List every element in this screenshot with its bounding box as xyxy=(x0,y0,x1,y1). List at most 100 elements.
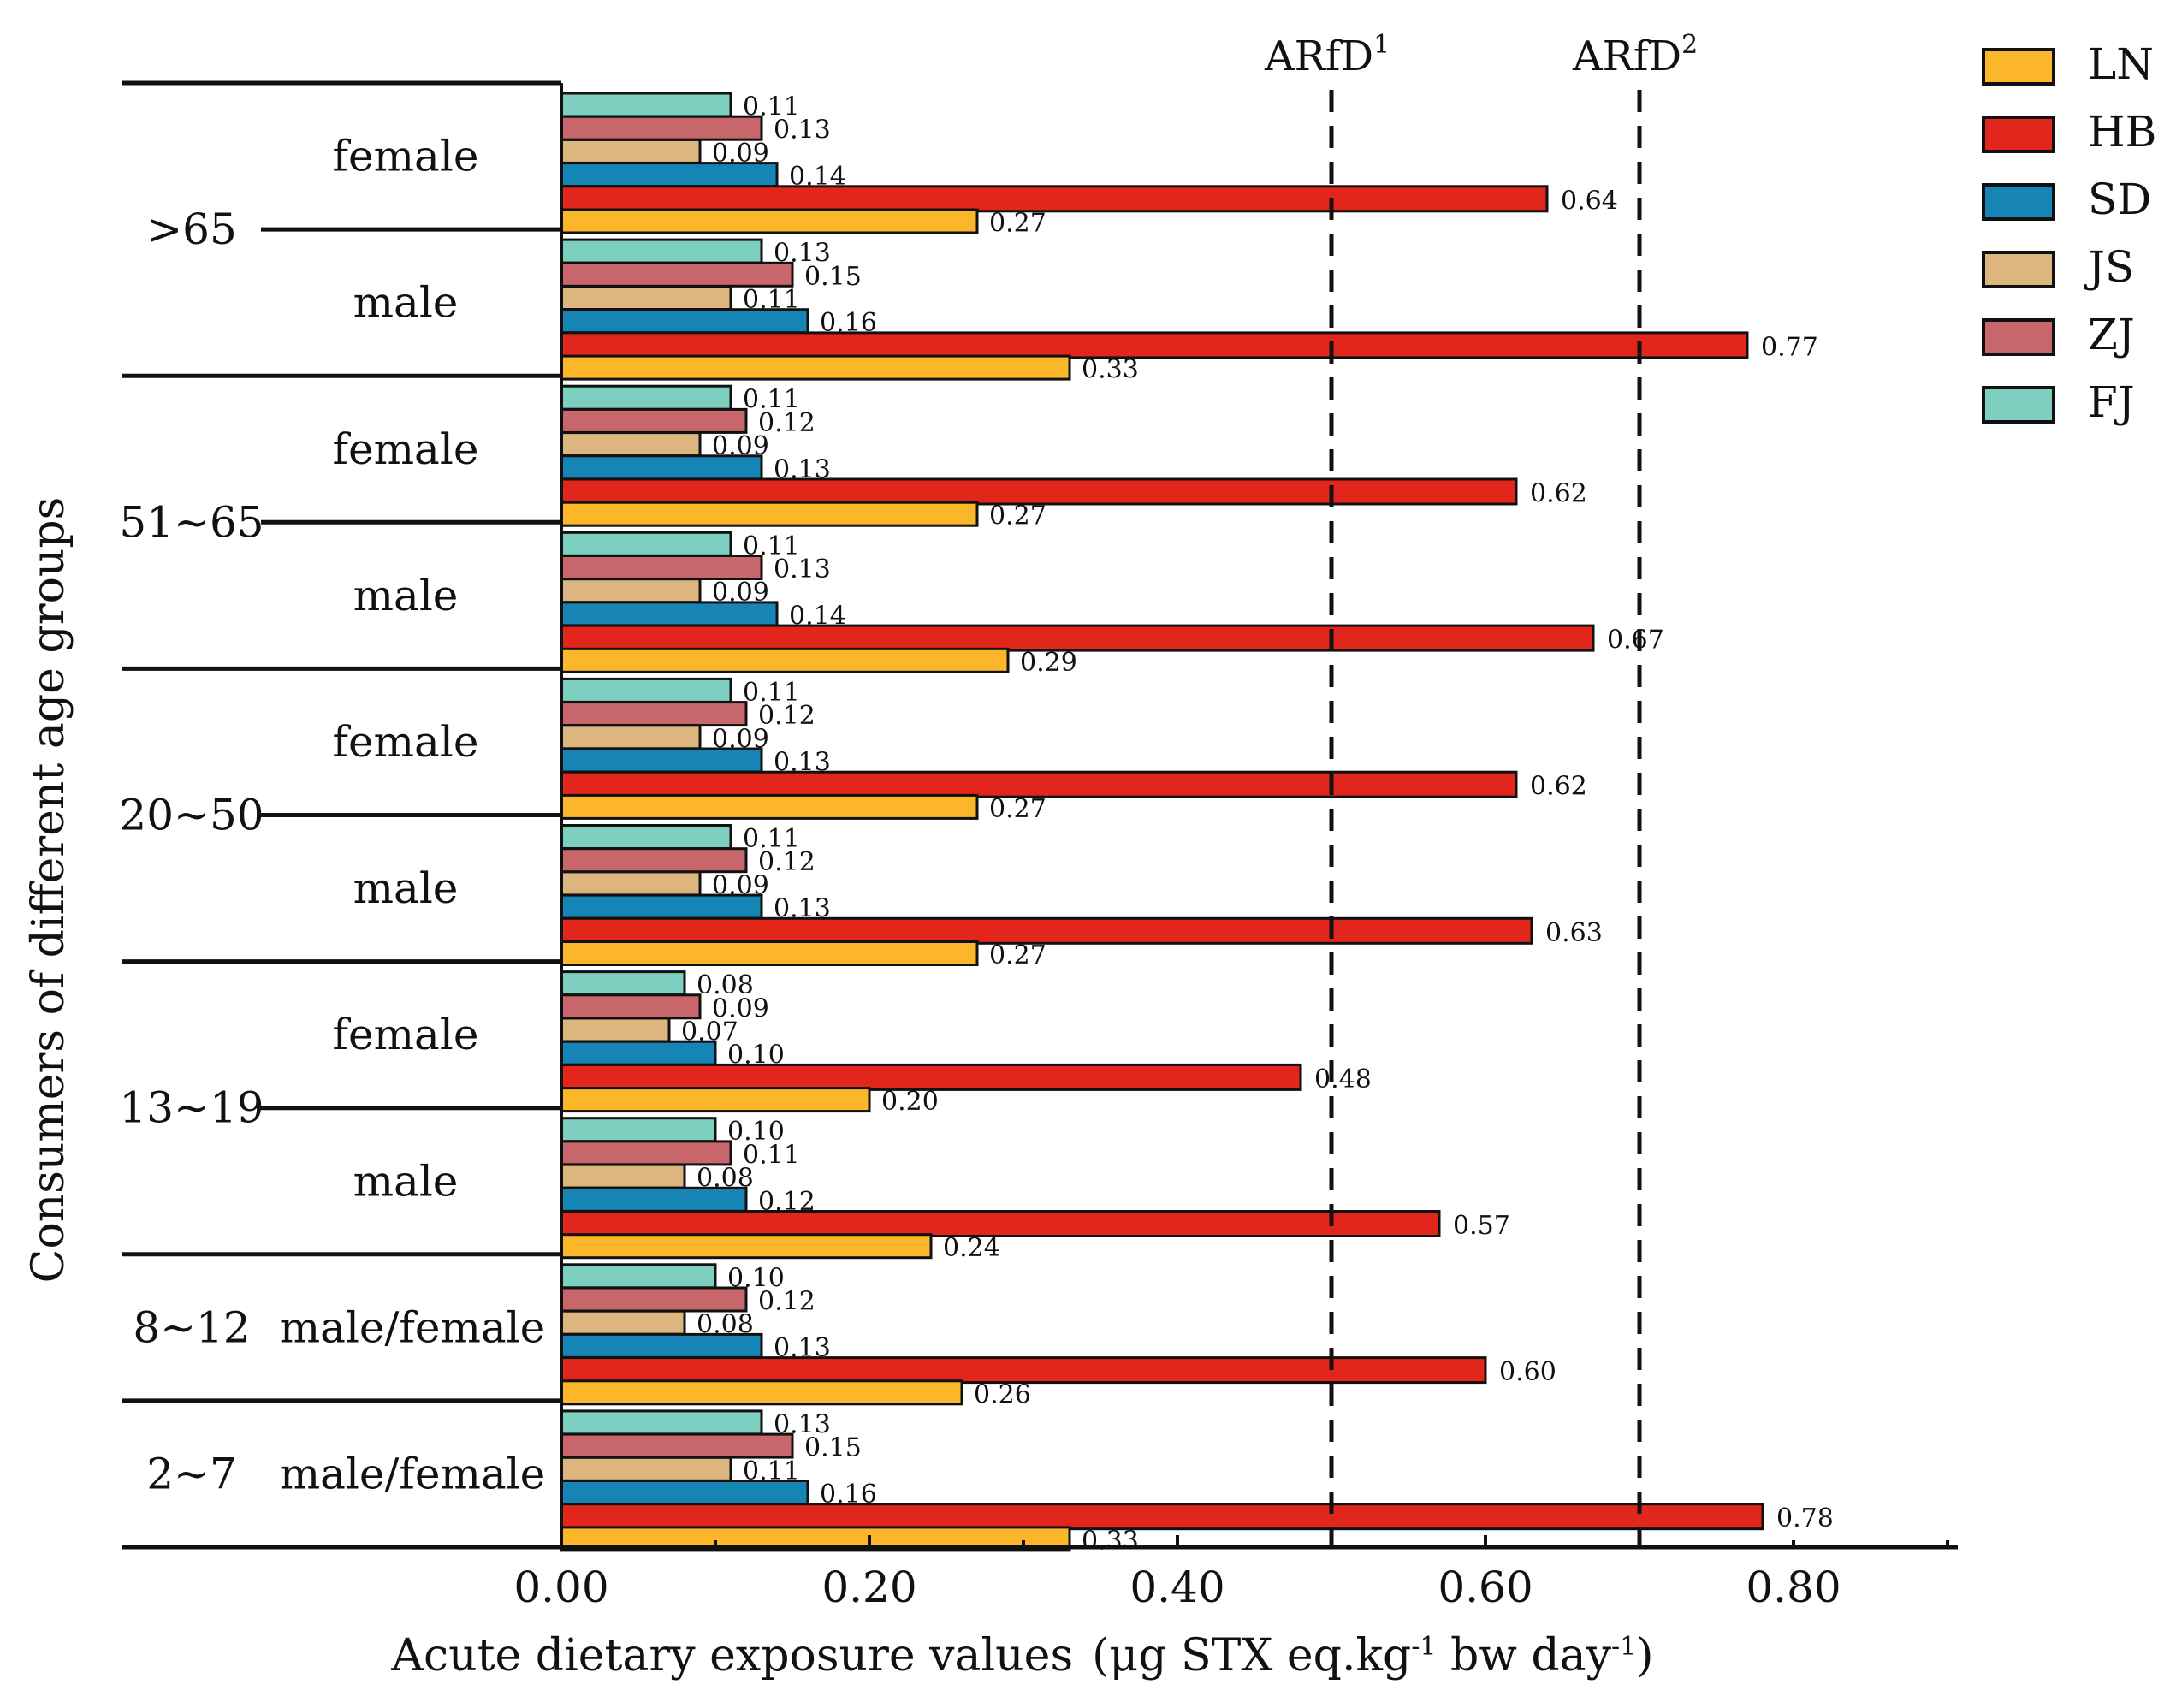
bar-8-12-male-female-LN xyxy=(560,1379,963,1406)
data-label: 0.11 xyxy=(743,92,800,122)
bar-20-50-female-HB xyxy=(560,770,1518,798)
bar-2-7-male-female-FJ xyxy=(560,1409,763,1436)
data-label: 0.08 xyxy=(697,1164,754,1194)
data-label: 0.12 xyxy=(758,847,815,877)
data-label: 0.29 xyxy=(1020,648,1077,678)
x-tick-label: 0.00 xyxy=(513,1563,608,1612)
data-label: 0.67 xyxy=(1607,626,1664,655)
data-label: 0.13 xyxy=(774,116,831,145)
bar--65-male-HB xyxy=(560,331,1749,359)
bar-13-19-female-LN xyxy=(560,1087,871,1113)
legend: LN HB SD JS ZJ FJ xyxy=(1982,39,2156,427)
bar-13-19-male-LN xyxy=(560,1233,933,1260)
bar-8-12-male-female-JS xyxy=(560,1309,686,1336)
data-label: 0.09 xyxy=(712,724,769,754)
gender-label: male xyxy=(353,1156,459,1206)
data-label: 0.13 xyxy=(774,1409,831,1439)
data-label: 0.09 xyxy=(712,139,769,169)
data-label: 0.07 xyxy=(681,1017,738,1047)
data-label: 0.11 xyxy=(743,1140,800,1170)
bar-20-50-male-LN xyxy=(560,940,979,966)
age-group-label: >65 xyxy=(146,205,237,254)
bar-20-50-female-JS xyxy=(560,724,702,750)
data-label: 0.27 xyxy=(989,940,1046,970)
data-label: 0.14 xyxy=(789,162,846,192)
data-label: 0.09 xyxy=(712,578,769,608)
bar-13-19-male-ZJ xyxy=(560,1140,732,1166)
data-label: 0.26 xyxy=(974,1379,1031,1409)
data-label: 0.12 xyxy=(758,1287,815,1317)
data-label: 0.10 xyxy=(727,1041,785,1070)
gender-label: female xyxy=(333,717,479,767)
x-tick-label: 0.40 xyxy=(1129,1563,1224,1612)
data-label: 0.48 xyxy=(1314,1065,1372,1094)
data-label: 0.13 xyxy=(774,1333,831,1363)
data-label: 0.09 xyxy=(712,993,769,1023)
data-label: 0.13 xyxy=(774,555,831,584)
data-label: 0.60 xyxy=(1499,1357,1556,1387)
bar-51-65-female-ZJ xyxy=(560,407,748,434)
bar-51-65-female-JS xyxy=(560,431,702,458)
bar--65-male-FJ xyxy=(560,238,763,264)
data-label: 0.16 xyxy=(820,1480,877,1509)
data-label: 0.13 xyxy=(774,894,831,924)
data-label: 0.24 xyxy=(943,1233,1000,1263)
bar-13-19-male-JS xyxy=(560,1163,686,1189)
bar-51-65-male-SD xyxy=(560,601,779,627)
reference-lines-layer: ARfD1 ARfD2 xyxy=(1264,30,1698,1547)
bar-51-65-male-JS xyxy=(560,578,702,604)
age-group-label: 13~19 xyxy=(119,1083,264,1133)
legend-label-FJ: FJ xyxy=(2088,377,2135,427)
bar-20-50-female-FJ xyxy=(560,677,732,703)
gender-label: female xyxy=(333,424,479,474)
legend-swatch-LN xyxy=(1982,48,2055,86)
data-label: 0.13 xyxy=(774,454,831,484)
data-label: 0.09 xyxy=(712,431,769,461)
data-label: 0.27 xyxy=(989,794,1046,824)
data-label: 0.12 xyxy=(758,1187,815,1217)
gender-label: male xyxy=(353,571,459,620)
bar-51-65-female-HB xyxy=(560,477,1518,506)
data-label: 0.16 xyxy=(820,308,877,338)
legend-swatch-SD xyxy=(1982,183,2055,221)
legend-label-LN: LN xyxy=(2088,39,2154,89)
bar-20-50-male-ZJ xyxy=(560,847,748,874)
bar-51-65-female-FJ xyxy=(560,384,732,411)
bar--65-male-LN xyxy=(560,354,1071,381)
data-labels-layer: 0.110.130.090.140.640.270.130.150.110.16… xyxy=(681,92,1834,1557)
gender-label: male xyxy=(353,863,459,913)
legend-swatch-JS xyxy=(1982,251,2055,288)
bar--65-female-SD xyxy=(560,162,779,188)
reference-line-label: ARfD2 xyxy=(1572,30,1698,80)
data-label: 0.27 xyxy=(989,209,1046,239)
data-label: 0.12 xyxy=(758,408,815,438)
x-tick-label: 0.60 xyxy=(1438,1563,1533,1612)
bar--65-female-FJ xyxy=(560,92,732,118)
bar-13-19-female-HB xyxy=(560,1063,1302,1091)
bar-2-7-male-female-ZJ xyxy=(560,1432,794,1459)
data-label: 0.12 xyxy=(758,701,815,731)
bar-8-12-male-female-FJ xyxy=(560,1263,717,1290)
x-axis-title: Acute dietary exposure values (μg STX eq.… xyxy=(390,1630,1653,1681)
data-label: 0.08 xyxy=(697,970,754,1000)
age-group-label: 20~50 xyxy=(119,791,264,840)
legend-swatch-FJ xyxy=(1982,386,2055,424)
legend-label-SD: SD xyxy=(2088,175,2151,224)
bar--65-male-JS xyxy=(560,285,732,311)
bar-51-65-male-ZJ xyxy=(560,555,763,580)
bar-13-19-male-SD xyxy=(560,1186,748,1213)
legend-label-JS: JS xyxy=(2084,242,2134,292)
y-axis-title: Consumers of different age groups xyxy=(23,497,74,1284)
bar-13-19-male-HB xyxy=(560,1210,1441,1237)
bar-13-19-female-ZJ xyxy=(560,993,702,1020)
data-label: 0.63 xyxy=(1545,918,1603,948)
bar--65-female-JS xyxy=(560,138,702,164)
gender-label: female xyxy=(333,132,479,181)
bar--65-male-ZJ xyxy=(560,261,794,288)
data-label: 0.11 xyxy=(743,1456,800,1486)
data-label: 0.09 xyxy=(712,870,769,900)
reference-line-label: ARfD1 xyxy=(1264,30,1390,80)
age-group-label: 8~12 xyxy=(133,1302,250,1352)
bar-51-65-female-LN xyxy=(560,501,979,527)
